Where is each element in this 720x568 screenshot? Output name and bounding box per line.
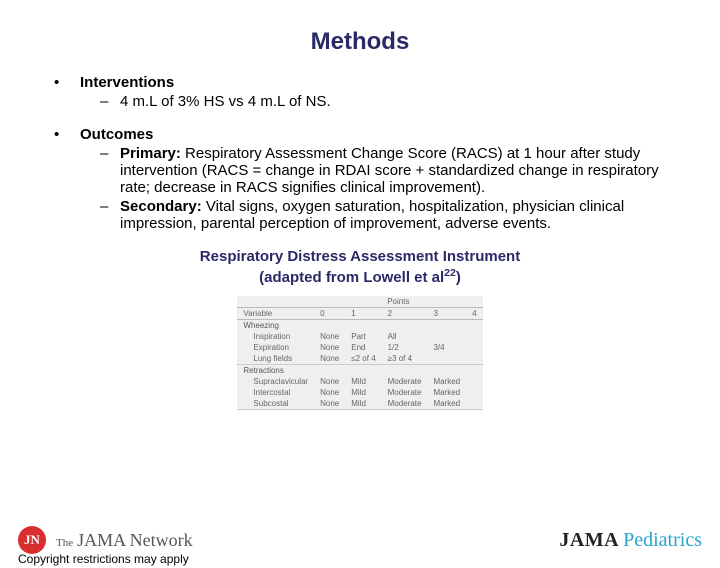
cell: ≥3 of 4 [382,353,428,365]
caption-line2-post: ) [456,269,461,286]
caption-line2-pre: (adapted from Lowell et al [259,269,444,286]
cell: None [314,376,345,387]
table-caption: Respiratory Distress Assessment Instrume… [48,248,672,288]
caption-line1: Respiratory Distress Assessment Instrume… [200,248,520,265]
cell [466,387,482,398]
cell: None [314,342,345,353]
row-label: Inspiration [237,331,314,342]
cell: None [314,331,345,342]
sub-bullet-primary: Primary: Respiratory Assessment Change S… [100,145,672,196]
slide: { "title": { "text": "Methods", "color":… [0,28,720,568]
cell [466,331,482,342]
sub-bullet-text: Respiratory Assessment Change Score (RAC… [120,145,659,196]
section-label: Wheezing [237,319,482,331]
jama-network-badge-icon: JN [18,526,46,554]
cell: None [314,353,345,365]
bullet-interventions: Interventions 4 m.L of 3% HS vs 4 m.L of… [48,74,672,110]
cell: Moderate [382,376,428,387]
cell [466,342,482,353]
slide-title: Methods [0,28,720,56]
cell: Mild [345,387,381,398]
footer-left: JN The JAMA Network [18,526,193,554]
jama-word: JAMA [559,529,619,552]
cell: ≤2 of 4 [345,353,381,365]
point-col: 3 [427,307,466,319]
cell: Marked [427,387,466,398]
point-col: 1 [345,307,381,319]
sub-bullet: 4 m.L of 3% HS vs 4 m.L of NS. [100,93,672,110]
slide-body: Interventions 4 m.L of 3% HS vs 4 m.L of… [0,74,720,410]
cell [466,353,482,365]
bullet-heading: Outcomes [80,126,153,143]
rdai-table: PointsVariable01234WheezingInspirationNo… [237,296,482,410]
pediatrics-word: Pediatrics [623,529,702,552]
row-label: Expiration [237,342,314,353]
bullet-heading: Interventions [80,74,174,91]
sub-bullet-text: 4 m.L of 3% HS vs 4 m.L of NS. [120,93,331,110]
cell: 3/4 [427,342,466,353]
cell [466,376,482,387]
network-the: The [56,537,73,549]
row-label: Lung fields [237,353,314,365]
bullet-outcomes: Outcomes Primary: Respiratory Assessment… [48,126,672,232]
cell [427,331,466,342]
cell: None [314,387,345,398]
bullet-list: Interventions 4 m.L of 3% HS vs 4 m.L of… [48,74,672,232]
cell: End [345,342,381,353]
cell: None [314,398,345,410]
row-label: Supraclavicular [237,376,314,387]
jama-network-text: The JAMA Network [56,530,193,551]
copyright-text: Copyright restrictions may apply [18,552,189,566]
cell [427,353,466,365]
rdai-table-container: PointsVariable01234WheezingInspirationNo… [48,296,672,410]
cell: Moderate [382,398,428,410]
caption-sup: 22 [444,267,456,279]
point-col: 4 [466,307,482,319]
cell: Mild [345,398,381,410]
point-col: 2 [382,307,428,319]
row-label: Intercostal [237,387,314,398]
sub-bullet-secondary: Secondary: Vital signs, oxygen saturatio… [100,198,672,232]
cell: Marked [427,376,466,387]
jama-pediatrics-logo: JAMA Pediatrics [559,529,702,552]
points-header: Points [314,296,482,308]
cell: Moderate [382,387,428,398]
section-label: Retractions [237,365,482,376]
cell: All [382,331,428,342]
sub-bullet-prefix: Secondary: [120,198,206,215]
cell [466,398,482,410]
point-col: 0 [314,307,345,319]
cell: 1/2 [382,342,428,353]
cell: Marked [427,398,466,410]
cell: Mild [345,376,381,387]
row-label: Subcostal [237,398,314,410]
cell: Part [345,331,381,342]
variable-header: Variable [237,307,314,319]
footer: JN The JAMA Network JAMA Pediatrics [0,526,720,554]
sub-bullet-prefix: Primary: [120,145,185,162]
